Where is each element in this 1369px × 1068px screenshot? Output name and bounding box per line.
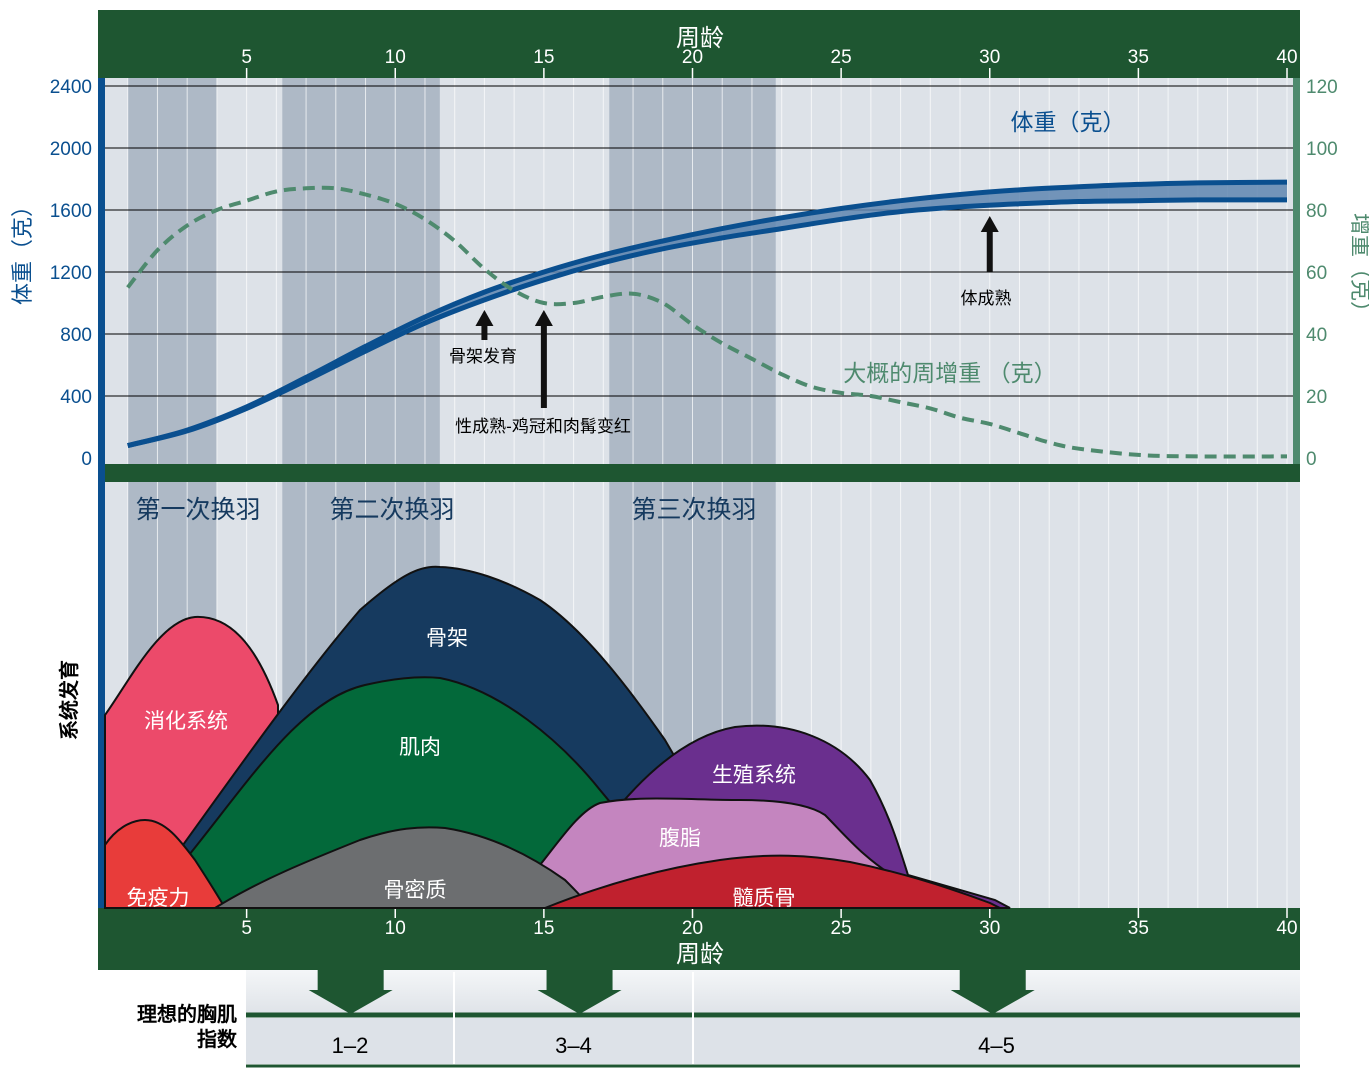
top-x-tick-label: 20 [682,47,703,68]
top-x-tick-label: 5 [241,47,252,68]
mid-separator-band [98,464,1300,482]
systems-development-areas: 消化系统 骨架 肌肉 生殖系统 腹脂 免疫力 骨密质 髓质骨 [104,565,1011,910]
right-y-ticks: 0 20 40 60 80 100 120 [1306,77,1338,470]
breast-index-arrow [950,970,1035,1014]
left-y-tick-label: 0 [81,449,92,470]
weight-upper-line [127,179,1288,449]
bottom-x-tick-label: 40 [1276,918,1297,939]
molt-label-2: 第二次换羽 [329,496,454,524]
left-y-tick-label: 800 [60,325,92,346]
immunity-area [104,818,227,909]
annotation-arrow-head [534,310,553,326]
reproductive-system-label: 生殖系统 [712,764,796,787]
weekly-gain-series [126,185,1288,459]
left-y-tick-label: 400 [60,387,92,408]
bottom-x-tick-label: 10 [385,918,406,939]
right-y-tick-label: 60 [1306,263,1327,284]
right-y-tick-label: 80 [1306,201,1327,222]
breast-index-bar [246,1018,1300,1064]
top-x-tick-label: 10 [385,47,406,68]
abdominal-fat-label: 腹脂 [659,827,701,850]
left-axis-bar [98,78,105,908]
immunity-label: 免疫力 [127,887,190,910]
right-y-tick-label: 40 [1306,325,1327,346]
top-x-axis-title: 周龄 [676,25,724,52]
breast-index-arrow [308,970,393,1014]
annotation-label: 性成熟-鸡冠和肉髯变红 [455,416,631,436]
breast-index-fade [246,970,1300,1014]
right-y-tick-label: 0 [1306,449,1317,470]
horizontal-gridlines [105,85,1293,397]
molt-label-3: 第三次换羽 [631,496,756,524]
bottom-x-tick-label: 20 [682,918,703,939]
annotation-label: 骨架发育 [449,347,517,366]
weight-band-fill [127,182,1288,446]
medullary-bone-label: 髓质骨 [733,887,796,910]
left-y-tick-label: 2400 [50,77,92,98]
bottom-x-axis-title: 周龄 [676,941,724,968]
top-x-ticks: 5 10 15 20 25 30 35 40 [241,47,1298,78]
breast-index-segments: 1–2 3–4 4–5 [308,970,1035,1064]
left-y-tick-label: 1600 [50,201,92,222]
compact-bone-area [211,826,592,909]
weight-series [127,179,1288,449]
breast-index-segment-label: 4–5 [978,1033,1015,1058]
skeleton-label: 骨架 [426,627,468,650]
medullary-bone-area [544,854,1001,909]
breast-index-label-line2: 指数 [197,1027,238,1051]
annotation-arrow-head [475,310,494,326]
top-x-tick-label: 30 [979,47,1000,68]
top-axis-band [98,10,1300,78]
breast-index-segment-label: 3–4 [555,1033,592,1058]
right-y-axis-title: 增重（克） [1348,213,1369,323]
compact-bone-label: 骨密质 [384,879,447,902]
left-y-tick-label: 1200 [50,263,92,284]
bottom-x-tick-label: 35 [1128,918,1149,939]
right-y-tick-label: 120 [1306,77,1338,98]
molt-labels: 第一次换羽 第二次换羽 第三次换羽 [135,496,756,524]
digestive-system-label: 消化系统 [144,710,228,733]
right-y-tick-label: 100 [1306,139,1338,160]
systems-development-label: 系统发育 [57,660,81,740]
muscle-label: 肌肉 [399,736,441,759]
weight-lower-line [127,197,1288,449]
gain-series-label: 大概的周增重 （克） [843,360,1056,386]
left-y-axis-title: 体重（克） [10,195,35,305]
left-y-ticks: 0 400 800 1200 1600 2000 2400 [50,77,92,470]
right-y-tick-label: 20 [1306,387,1327,408]
breast-index-segment-label: 1–2 [332,1033,369,1058]
left-y-tick-label: 2000 [50,139,92,160]
annotation-label: 体成熟 [961,288,1012,308]
bottom-x-tick-label: 15 [533,918,554,939]
top-x-tick-label: 35 [1128,47,1149,68]
bottom-x-tick-label: 25 [831,918,852,939]
top-x-tick-label: 25 [831,47,852,68]
bottom-x-tick-label: 5 [241,918,252,939]
weight-series-label: 体重（克） [1011,109,1126,135]
top-x-tick-label: 15 [533,47,554,68]
bottom-x-ticks: 5 10 15 20 25 30 35 40 [241,908,1298,939]
breast-index-arrow [537,970,622,1014]
right-axis-bar [1293,78,1300,464]
bottom-axis-band [98,908,1300,970]
weekly-gain-line [126,185,1288,459]
top-x-tick-label: 40 [1276,47,1297,68]
bottom-x-tick-label: 30 [979,918,1000,939]
annotation-arrow-head [980,216,999,232]
breast-index-label-line1: 理想的胸肌 [137,1002,237,1026]
molt-label-1: 第一次换羽 [135,496,260,524]
